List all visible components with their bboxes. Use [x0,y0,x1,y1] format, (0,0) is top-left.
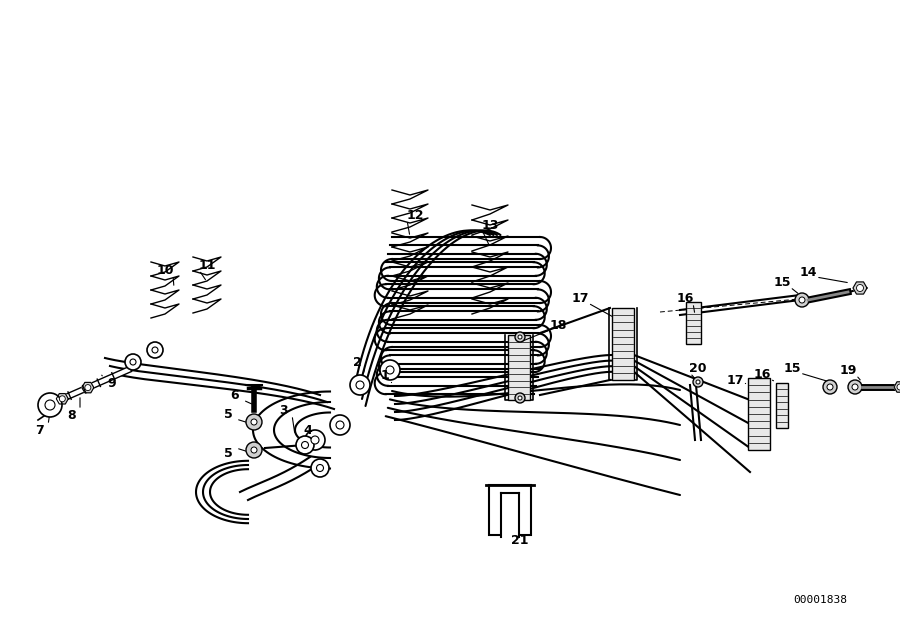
Text: 17: 17 [572,292,589,304]
Circle shape [246,442,262,458]
Circle shape [515,393,525,403]
Polygon shape [853,282,867,294]
Circle shape [696,380,700,384]
Text: 20: 20 [689,362,706,375]
Text: 16: 16 [676,292,694,304]
Bar [612,308,634,380]
Polygon shape [894,382,900,392]
Text: 21: 21 [511,534,529,547]
Polygon shape [57,394,68,404]
Text: 5: 5 [223,447,232,459]
Circle shape [305,430,325,450]
Circle shape [795,293,809,307]
Circle shape [857,285,863,292]
Circle shape [85,385,91,390]
Text: 13: 13 [482,218,499,231]
Circle shape [518,396,522,400]
Circle shape [350,375,370,395]
Circle shape [799,297,805,303]
Circle shape [311,436,319,444]
Circle shape [125,354,141,370]
Circle shape [246,414,262,430]
Text: 2: 2 [353,355,362,368]
Circle shape [380,360,400,380]
Circle shape [330,415,350,435]
Circle shape [302,441,309,448]
Circle shape [356,381,364,389]
Bar [776,383,788,428]
Circle shape [130,359,136,365]
Circle shape [45,400,55,410]
Text: 4: 4 [303,424,312,436]
Circle shape [693,377,703,387]
Circle shape [336,421,344,429]
Circle shape [251,447,257,453]
Text: 15: 15 [783,362,801,375]
Circle shape [59,396,66,402]
Circle shape [311,459,329,477]
Text: 17: 17 [726,373,743,387]
Circle shape [147,342,163,358]
Bar [489,485,531,535]
Circle shape [848,380,862,394]
Text: 8: 8 [68,408,76,422]
Circle shape [386,366,394,374]
Bar [748,378,770,450]
Circle shape [827,384,833,390]
Circle shape [251,419,257,425]
Text: 18: 18 [549,318,567,331]
Text: 11: 11 [198,259,216,271]
Circle shape [897,384,900,390]
Text: 14: 14 [799,266,817,278]
Circle shape [317,464,323,471]
Text: 10: 10 [157,264,174,276]
Circle shape [515,332,525,342]
Circle shape [152,347,158,353]
Circle shape [518,335,522,339]
Text: 7: 7 [36,424,44,436]
Bar [508,335,530,400]
Circle shape [823,380,837,394]
Bar [686,302,701,344]
Text: 1: 1 [381,368,390,382]
Text: 3: 3 [280,403,288,417]
Bar [501,493,519,543]
Circle shape [296,436,314,454]
Text: 15: 15 [773,275,791,289]
Circle shape [38,393,62,417]
Text: 9: 9 [108,376,116,389]
Polygon shape [82,382,94,393]
Text: 19: 19 [840,364,857,376]
Text: 5: 5 [223,408,232,420]
Circle shape [852,384,858,390]
Text: 00001838: 00001838 [793,595,847,605]
Text: 6: 6 [230,389,239,401]
Text: 16: 16 [753,368,770,380]
Text: 12: 12 [406,208,424,222]
